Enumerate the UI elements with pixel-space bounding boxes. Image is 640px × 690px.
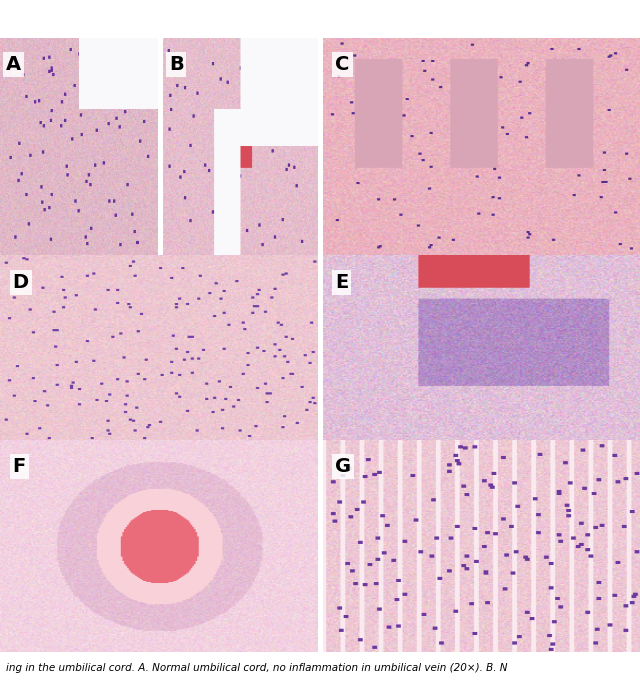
Text: D: D — [13, 273, 29, 292]
Text: G: G — [335, 457, 351, 476]
Text: B: B — [169, 55, 184, 75]
Text: A: A — [6, 55, 21, 75]
Text: C: C — [335, 55, 349, 75]
Text: F: F — [13, 457, 26, 476]
Text: ing in the umbilical cord. A. Normal umbilical cord, no inflammation in umbilica: ing in the umbilical cord. A. Normal umb… — [6, 664, 508, 673]
Text: E: E — [335, 273, 349, 292]
